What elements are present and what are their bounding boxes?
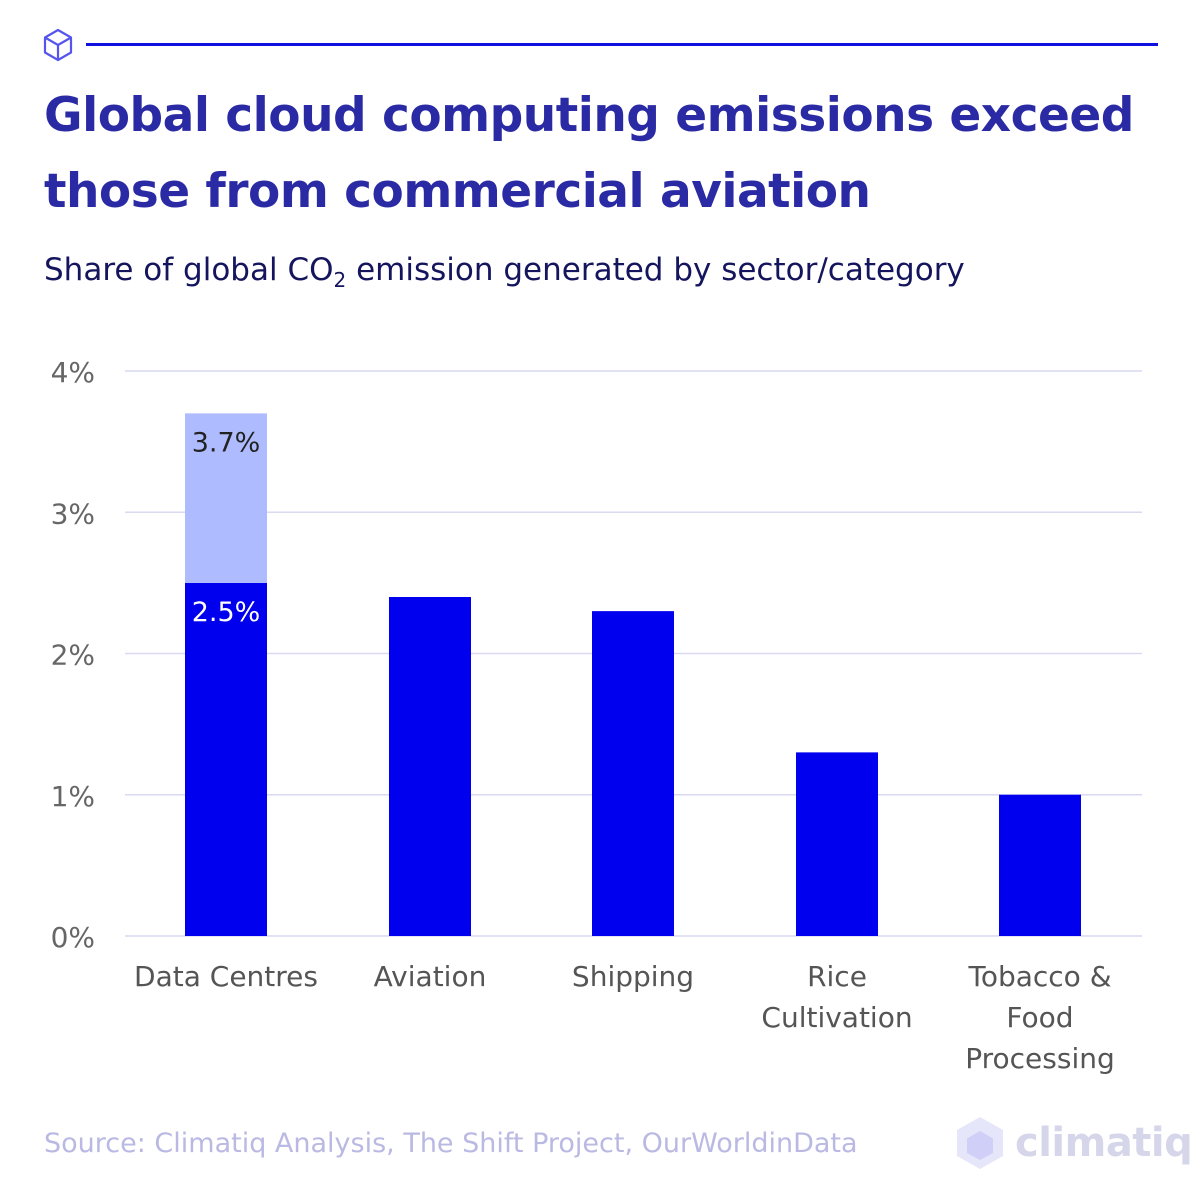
x-tick-label: Rice (807, 960, 867, 993)
data-label: 2.5% (192, 597, 261, 628)
bar-additional (185, 413, 267, 583)
bar-primary (796, 752, 878, 936)
bar-primary (389, 597, 471, 936)
bar-chart: 0% 1% 2% 3% 4% Data Centres Aviation Shipping Ri… (51, 356, 1142, 1075)
header-rule (86, 43, 1158, 46)
logo-text: climatiq (1015, 1120, 1193, 1166)
chart-subtitle: Share of global CO2 emission generated b… (44, 252, 965, 293)
x-tick-label: Shipping (572, 960, 694, 993)
y-tick-label: 1% (51, 780, 95, 813)
source-note: Source: Climatiq Analysis, The Shift Pro… (44, 1128, 858, 1159)
climatiq-logo: climatiq (955, 1115, 1193, 1171)
x-tick-label: Cultivation (761, 1001, 912, 1034)
x-tick-label: Food (1006, 1001, 1073, 1034)
y-tick-label: 0% (51, 921, 95, 954)
cube-icon (43, 28, 73, 62)
chart-title: Global cloud computing emissions exceed … (44, 88, 1134, 219)
bar-primary (999, 794, 1081, 936)
y-tick-label: 3% (51, 497, 95, 530)
x-tick-label: Data Centres (134, 960, 318, 993)
x-tick-label: Processing (965, 1042, 1115, 1075)
bar-primary (592, 611, 674, 936)
y-tick-label: 2% (51, 639, 95, 672)
logo-cube-icon (957, 1117, 1003, 1169)
data-label: 3.7% (192, 427, 261, 458)
bar-primary (185, 582, 267, 936)
x-tick-label: Aviation (374, 960, 487, 993)
y-tick-label: 4% (51, 356, 95, 389)
x-tick-label: Tobacco & (967, 960, 1111, 993)
